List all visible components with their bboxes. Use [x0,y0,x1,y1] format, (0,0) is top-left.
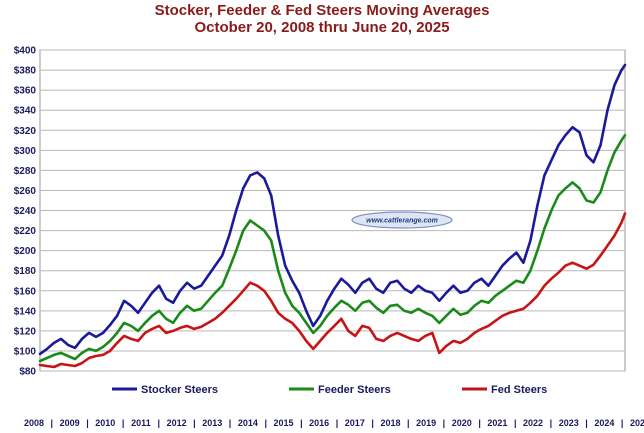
legend-label: Fed Steers [491,384,547,396]
x-tick-label: 2013 [202,418,222,428]
x-tick-separator: | [585,418,588,428]
series-line-2 [38,134,627,363]
x-tick-separator: | [443,418,446,428]
legend-label: Stocker Steers [141,384,218,396]
y-tick-label: $280 [14,166,37,177]
x-tick-separator: | [86,418,89,428]
y-tick-label: $380 [14,66,37,77]
x-tick-label: 2009 [60,418,80,428]
x-tick-label: 2008 [24,418,44,428]
x-tick-label: 2024 [594,418,614,428]
y-tick-label: $240 [14,206,37,217]
y-tick-label: $220 [14,226,37,237]
x-tick-label: 2018 [380,418,400,428]
y-tick-label: $340 [14,106,37,117]
chart-subtitle: October 20, 2008 thru June 20, 2025 [194,19,450,36]
watermark-text: www.cattlerange.com [366,218,438,225]
y-tick-label: $200 [14,246,37,257]
x-tick-separator: | [371,418,374,428]
legend-label: Feeder Steers [318,384,391,396]
x-tick-label: 2017 [345,418,365,428]
y-tick-label: $400 [14,46,37,57]
y-tick-label: $120 [14,326,37,337]
x-tick-label: 2019 [416,418,436,428]
y-tick-label: $360 [14,86,37,97]
x-tick-separator: | [407,418,410,428]
series-line-3 [38,212,627,369]
x-tick-separator: | [229,418,232,428]
x-tick-separator: | [157,418,160,428]
x-tick-separator: | [478,418,481,428]
watermark-badge: www.cattlerange.com [351,211,453,229]
series-lines [38,63,627,369]
y-tick-label: $100 [14,346,37,357]
x-tick-separator: | [514,418,517,428]
x-tick-label: 2015 [274,418,294,428]
x-tick-label: 2022 [523,418,543,428]
x-tick-label: 2023 [559,418,579,428]
y-axis: $80 $100 $120 $140 $160 $180 $200 $220 $240 $260 $… [14,46,37,378]
x-tick-label: 2010 [95,418,115,428]
x-tick-separator: | [193,418,196,428]
x-tick-separator: | [264,418,267,428]
chart-title: Stocker, Feeder & Fed Steers Moving Aver… [154,2,490,19]
x-tick-separator: | [122,418,125,428]
x-tick-separator: | [300,418,303,428]
x-tick-label: 2016 [309,418,329,428]
watermark-oval [351,211,453,229]
x-tick-separator: | [621,418,624,428]
x-tick-label: 2014 [238,418,258,428]
y-tick-label: $320 [14,126,37,137]
y-tick-label: $160 [14,286,37,297]
y-tick-label: $80 [19,367,36,378]
x-tick-separator: | [51,418,54,428]
chart-title-block: Stocker, Feeder & Fed Steers Moving Aver… [0,2,644,36]
y-tick-label: $140 [14,306,37,317]
x-tick-separator: | [336,418,339,428]
x-tick-label: 2025 [630,418,644,428]
x-tick-label: 2021 [487,418,507,428]
legend: Stocker Steers Feeder Steers Fed Steers [112,384,547,396]
y-tick-label: $300 [14,146,37,157]
x-tick-label: 2012 [167,418,187,428]
x-tick-label: 2020 [452,418,472,428]
x-axis: 2008 | 2009 | 2010 | 2011 | 2012 | 2013 | 2014 | 2015 |… [24,418,644,428]
y-tick-label: $180 [14,266,37,277]
x-tick-separator: | [550,418,553,428]
series-line-1 [38,63,627,356]
x-tick-label: 2011 [131,418,151,428]
y-tick-label: $260 [14,186,37,197]
